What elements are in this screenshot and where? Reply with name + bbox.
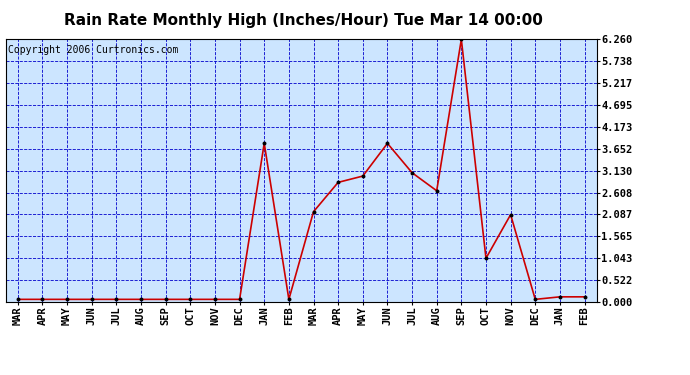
Point	[259, 140, 270, 146]
Point	[135, 296, 146, 302]
Point	[234, 296, 245, 302]
Point	[333, 179, 344, 185]
Point	[12, 296, 23, 302]
Point	[382, 140, 393, 146]
Point	[480, 255, 491, 261]
Point	[505, 211, 516, 217]
Point	[61, 296, 72, 302]
Point	[111, 296, 122, 302]
Point	[554, 294, 565, 300]
Point	[210, 296, 221, 302]
Point	[456, 36, 467, 42]
Point	[284, 296, 295, 302]
Text: Copyright 2006 Curtronics.com: Copyright 2006 Curtronics.com	[8, 45, 179, 55]
Text: Rain Rate Monthly High (Inches/Hour) Tue Mar 14 00:00: Rain Rate Monthly High (Inches/Hour) Tue…	[64, 13, 543, 28]
Point	[406, 170, 417, 176]
Point	[431, 188, 442, 194]
Point	[37, 296, 48, 302]
Point	[530, 296, 541, 302]
Point	[308, 209, 319, 215]
Point	[357, 173, 368, 179]
Point	[579, 294, 590, 300]
Point	[185, 296, 196, 302]
Point	[86, 296, 97, 302]
Point	[160, 296, 171, 302]
